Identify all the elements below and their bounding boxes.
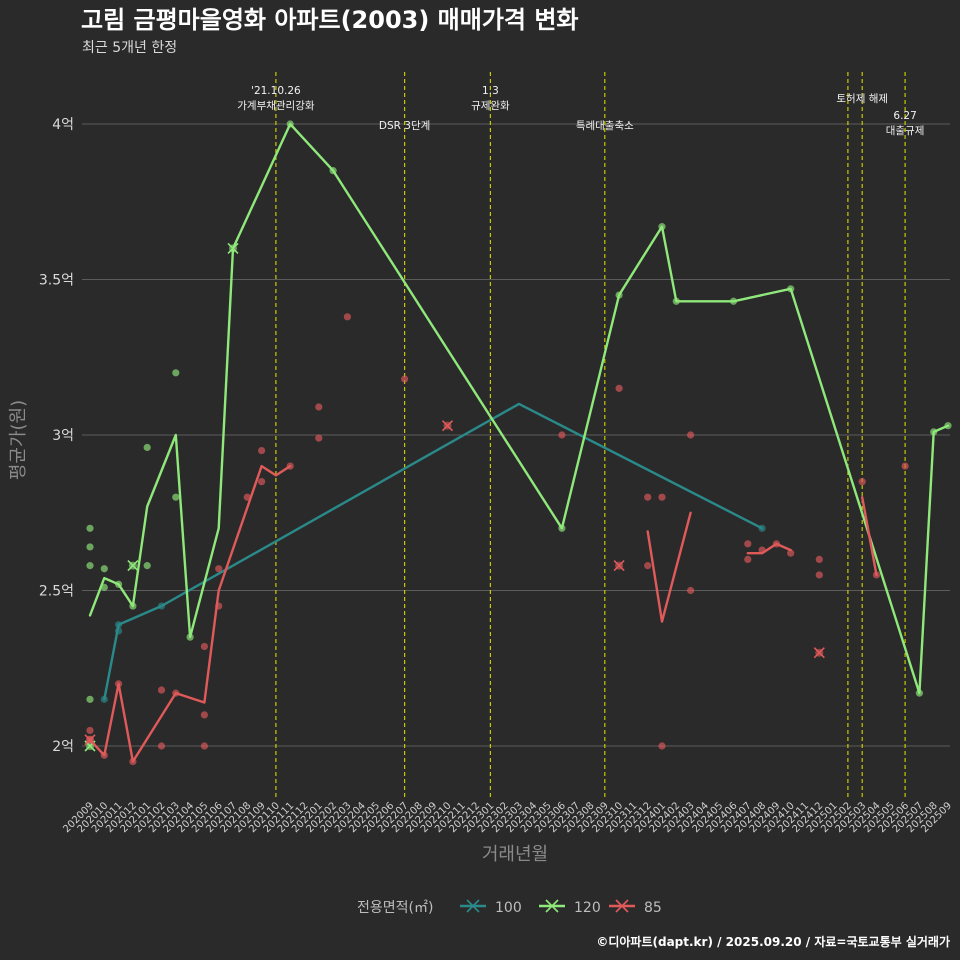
series-85-point-25	[658, 493, 666, 501]
event-annotation-1-0: DSR 3단계	[379, 120, 430, 132]
series-120-point-2	[86, 562, 94, 570]
event-annotation-0-1: 가계부채관리강화	[237, 100, 315, 112]
series-85-line-1	[646, 511, 692, 623]
series-85-point-10	[200, 742, 208, 750]
series-85-point-34	[815, 555, 823, 564]
series-85-point-36	[858, 478, 866, 486]
series-85-cross-2	[613, 560, 625, 572]
event-annotation-3-0: 특례대출축소	[576, 120, 634, 132]
series-85-point-17	[315, 403, 323, 411]
event-annotation-6-0: 6.27	[893, 110, 916, 122]
event-annotation-6-1: 대출규제	[886, 125, 925, 137]
series-120-cross-2	[227, 242, 239, 254]
series-85-cross-2-b	[613, 560, 625, 572]
y-axis-label: 평균가(원)	[8, 400, 29, 480]
series-85-point-38	[901, 462, 909, 470]
series-85-line-2	[746, 542, 792, 555]
legend-cross-b-85	[615, 899, 629, 913]
series-85-point-22	[615, 384, 623, 392]
event-annotation-2-1: 규제완화	[471, 99, 510, 112]
series-120-point-10	[172, 369, 180, 377]
series-85-point-24	[644, 562, 652, 570]
event-annotation-2-0: 1.3	[482, 85, 499, 97]
series-85-point-0	[86, 726, 94, 735]
series-120-point-8	[143, 443, 151, 452]
event-annotation-5-0: 토허제 해제	[836, 92, 888, 105]
series-85-point-9	[200, 711, 208, 719]
series-120-point-9	[143, 562, 151, 570]
series-85-point-35	[815, 571, 823, 579]
series-85-point-27	[687, 431, 695, 439]
legend-label-120: 120	[574, 900, 601, 916]
series-120-cross-1-b	[127, 560, 139, 572]
y-tick-label-2: 3억	[52, 428, 74, 444]
series-85-point-30	[744, 540, 752, 548]
series-120-line	[88, 122, 950, 695]
series-120-point-3	[86, 695, 94, 703]
series-85-cross-3-b	[813, 647, 825, 659]
series-120-point-11	[172, 493, 180, 501]
legend-title: 전용면적(㎡)	[357, 900, 433, 916]
legend: 전용면적(㎡) 100 120 85	[357, 899, 662, 916]
series-85-point-23	[644, 493, 652, 501]
y-tick-label-1: 2.5억	[39, 584, 74, 600]
series-layer	[84, 120, 952, 766]
series-85-point-18	[315, 434, 323, 442]
x-axis-label: 거래년월	[482, 844, 548, 865]
series-85-point-15	[258, 446, 266, 455]
y-tick-label-4: 4억	[52, 117, 74, 133]
series-85-point-33	[787, 549, 795, 557]
series-85-point-21	[558, 431, 566, 439]
series-85-line-3	[861, 496, 878, 577]
series-85-point-29	[744, 555, 752, 564]
series-120-cross-2-b	[227, 242, 239, 254]
legend-cross-b-120	[545, 899, 559, 913]
event-annotation-0-0: '21.10.26	[251, 85, 301, 97]
legend-cross-b-100	[466, 899, 480, 913]
series-85-point-20	[401, 375, 409, 383]
series-85-cross-1	[441, 420, 454, 432]
series-120-point-4	[100, 565, 108, 573]
y-tick-label-3: 3.5억	[39, 273, 74, 289]
series-100-line	[103, 402, 764, 701]
series-85-point-6	[157, 686, 166, 694]
series-85-cross-3	[813, 647, 825, 659]
series-85-cross-0	[84, 734, 96, 746]
series-85-cross-0-b	[84, 734, 96, 746]
series-85-point-8	[200, 642, 208, 651]
series-85-point-28	[687, 586, 695, 595]
series-85-point-14	[258, 478, 266, 486]
series-85-point-5	[157, 742, 166, 750]
event-lines	[275, 72, 906, 798]
series-120-point-1	[86, 543, 94, 551]
series-85-point-19	[343, 313, 351, 321]
y-tick-label-0: 2억	[52, 739, 74, 755]
series-120-cross-1	[127, 560, 139, 572]
legend-label-100: 100	[495, 900, 522, 916]
chart-title: 고림 금평마을영화 아파트(2003) 매매가격 변화	[81, 6, 579, 34]
series-85-cross-1-b	[441, 420, 454, 432]
legend-label-85: 85	[644, 900, 662, 916]
chart-subtitle: 최근 5개년 한정	[82, 40, 177, 56]
y-tick-labels: 2억 2.5억 3억 3.5억 4억	[39, 117, 74, 755]
series-85-point-12	[215, 565, 223, 573]
series-85-point-26	[658, 742, 666, 750]
grid-lines	[82, 123, 950, 747]
series-85-line-0	[88, 464, 292, 763]
source-caption: ©디아파트(dapt.kr) / 2025.09.20 / 자료=국토교통부 실…	[596, 934, 950, 949]
series-120-point-0	[86, 524, 94, 532]
